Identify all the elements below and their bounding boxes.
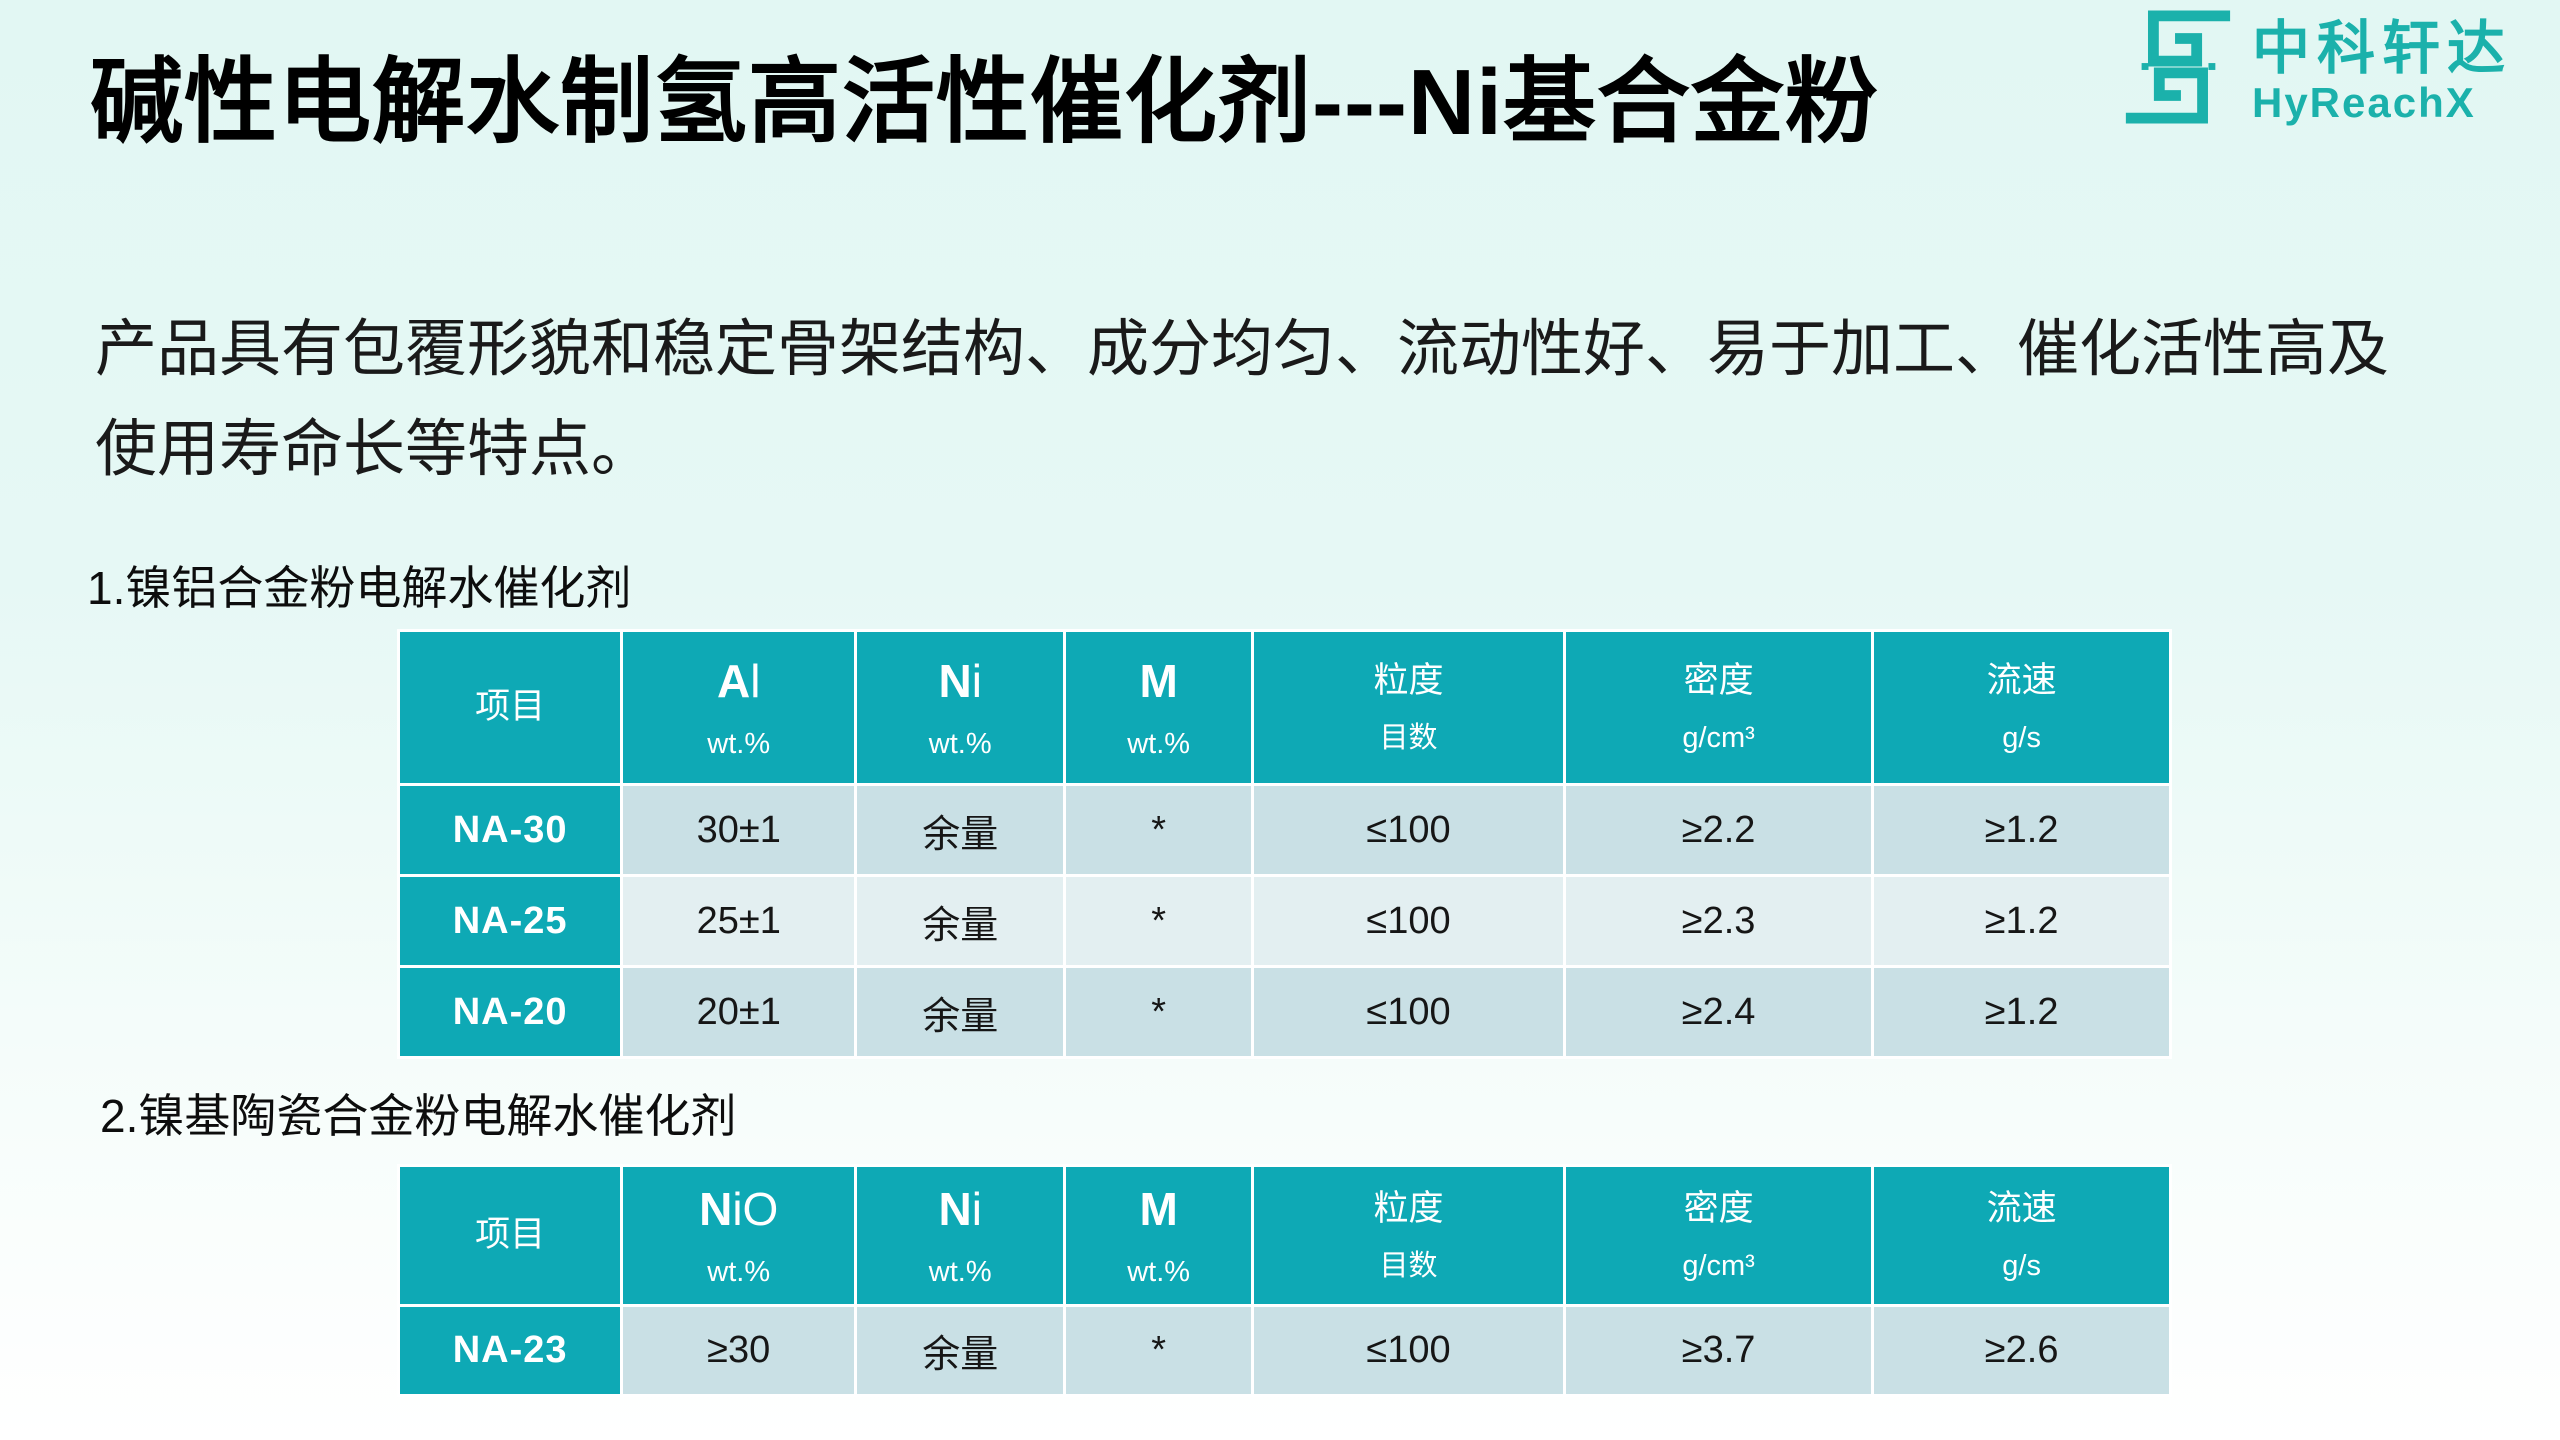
header-cell: 流速 g/s — [1871, 629, 2172, 786]
header-cell: 项目 — [396, 629, 624, 786]
item-cell: NA-25 — [396, 874, 624, 968]
logo-text: 中科轩达 HyReachX — [2252, 20, 2512, 124]
value-cell: ≥1.2 — [1871, 874, 2172, 968]
table-row: NA-30 30±1 余量 * ≤100 ≥2.2 ≥1.2 — [396, 783, 2172, 877]
value-cell: 余量 — [854, 874, 1067, 968]
intro-line-1: 产品具有包覆形貌和稳定骨架结构、成分均匀、流动性好、易于加工、催化活性高及 — [95, 315, 2390, 384]
header-cell: NiO wt.% — [620, 1164, 858, 1307]
value-cell: 余量 — [854, 965, 1067, 1059]
value-cell: ≥1.2 — [1871, 965, 2172, 1059]
intro-line-2: 使用寿命长等特点。 — [95, 415, 654, 484]
value-cell: ≤100 — [1251, 1304, 1566, 1397]
header-cell: 密度 g/cm³ — [1562, 629, 1875, 786]
table-row: NA-20 20±1 余量 * ≤100 ≥2.4 ≥1.2 — [396, 965, 2172, 1059]
page-title: 碱性电解水制氢高活性催化剂---Ni基合金粉 — [90, 50, 1879, 154]
header-cell: 粒度 目数 — [1251, 629, 1566, 786]
section1-label: 1.镍铝合金粉电解水催化剂 — [87, 562, 632, 614]
value-cell: ≥2.4 — [1562, 965, 1875, 1059]
value-cell: ≥2.3 — [1562, 874, 1875, 968]
value-cell: * — [1063, 1304, 1255, 1397]
item-cell: NA-20 — [396, 965, 624, 1059]
section2-label: 2.镍基陶瓷合金粉电解水催化剂 — [100, 1090, 737, 1142]
value-cell: ≤100 — [1251, 965, 1566, 1059]
value-cell: ≤100 — [1251, 874, 1566, 968]
value-cell: ≥1.2 — [1871, 783, 2172, 877]
header-cell: 粒度 目数 — [1251, 1164, 1566, 1307]
header-cell: 密度 g/cm³ — [1562, 1164, 1875, 1307]
table-row: NA-23 ≥30 余量 * ≤100 ≥3.7 ≥2.6 — [396, 1304, 2172, 1397]
header-cell: Ni wt.% — [854, 1164, 1067, 1307]
value-cell: 20±1 — [620, 965, 858, 1059]
header-cell: Al wt.% — [620, 629, 858, 786]
logo: 中科轩达 HyReachX — [2118, 6, 2512, 128]
item-cell: NA-30 — [396, 783, 624, 877]
value-cell: ≥2.2 — [1562, 783, 1875, 877]
value-cell: * — [1063, 965, 1255, 1059]
header-cell: 项目 — [396, 1164, 624, 1307]
value-cell: 余量 — [854, 1304, 1067, 1397]
header-cell: Ni wt.% — [854, 629, 1067, 786]
item-cell: NA-23 — [396, 1304, 624, 1397]
header-cell: 流速 g/s — [1871, 1164, 2172, 1307]
value-cell: 余量 — [854, 783, 1067, 877]
value-cell: ≥2.6 — [1871, 1304, 2172, 1397]
table-row: NA-25 25±1 余量 * ≤100 ≥2.3 ≥1.2 — [396, 874, 2172, 968]
value-cell: * — [1063, 874, 1255, 968]
logo-mark-icon — [2125, 10, 2231, 124]
value-cell: ≤100 — [1251, 783, 1566, 877]
logo-text-cn: 中科轩达 — [2251, 16, 2512, 81]
value-cell: 30±1 — [620, 783, 858, 877]
value-cell: ≥3.7 — [1562, 1304, 1875, 1397]
value-cell: ≥30 — [620, 1304, 858, 1397]
logo-text-en: HyReachX — [2251, 79, 2476, 126]
value-cell: 25±1 — [620, 874, 858, 968]
intro-paragraph: 产品具有包覆形貌和稳定骨架结构、成分均匀、流动性好、易于加工、催化活性高及 使用… — [95, 300, 2475, 500]
value-cell: * — [1063, 783, 1255, 877]
